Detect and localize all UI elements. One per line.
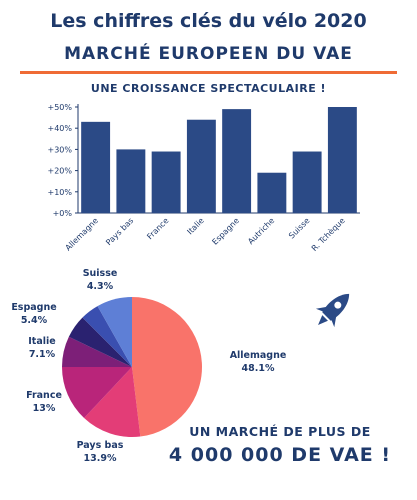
page-title: Les chiffres clés du vélo 2020 <box>50 10 367 32</box>
x-tick-label: Espagne <box>210 216 241 247</box>
pie-value-label: 48.1% <box>242 363 275 374</box>
pie-label: Suisse <box>83 268 118 279</box>
market-line-2: 4 000 000 DE VAE ! <box>168 444 392 466</box>
pie-value-label: 7.1% <box>29 349 56 360</box>
pie-slice-france <box>62 367 132 419</box>
pie-label: Italie <box>28 336 55 347</box>
bar-autriche <box>257 172 287 213</box>
pie-value-label: 13.9% <box>84 453 117 464</box>
pie-value-label: 13% <box>33 403 56 414</box>
bar-suisse <box>292 151 322 213</box>
x-tick-label: R. Tchèque <box>309 215 347 253</box>
y-tick-label: +40% <box>48 124 73 133</box>
bar-chart: +0% +10% +20% +30% +40% +50% Allemagne Pays bas… <box>48 103 360 253</box>
bar-pays-bas <box>116 149 146 213</box>
pie-value-label: 4.3% <box>87 281 114 292</box>
pie-label: Espagne <box>11 302 56 313</box>
y-tick-label: +0% <box>53 209 73 218</box>
pie-slice-italie <box>62 336 132 367</box>
bar-italie <box>186 119 216 213</box>
pie-label: Pays bas <box>77 440 124 451</box>
y-tick-label: +10% <box>48 188 73 197</box>
pie-slice-allemagne <box>132 297 203 437</box>
page-subtitle: MARCHÉ EUROPEEN DU VAE <box>64 44 353 64</box>
pie-label: Allemagne <box>230 350 287 361</box>
pie-chart: Allemagne 48.1% Pays bas 13.9% France 13% Ital… <box>11 268 286 464</box>
orange-divider <box>20 71 397 74</box>
bar-france <box>151 151 181 213</box>
bar-allemagne <box>81 121 111 213</box>
x-tick-label: France <box>145 216 170 241</box>
pie-slice-pays-bas <box>84 367 141 438</box>
x-tick-label: Allemagne <box>64 216 101 253</box>
x-tick-label: Autriche <box>246 216 276 246</box>
market-line-1: UN MARCHÉ DE PLUS DE <box>189 424 371 439</box>
bar-espagne <box>222 109 252 213</box>
y-tick-label: +20% <box>48 167 73 176</box>
pie-slice-suisse <box>82 306 132 367</box>
x-tick-label: Italie <box>185 216 205 236</box>
rocket-icon <box>315 293 350 328</box>
x-tick-label: Suisse <box>287 216 312 241</box>
pie-value-label: 5.4% <box>21 315 48 326</box>
y-tick-label: +50% <box>48 103 73 112</box>
pie-slice-espagne <box>68 317 132 367</box>
pie-label: France <box>26 390 62 401</box>
x-tick-label: Pays bas <box>104 216 135 247</box>
pie-slice-other <box>97 297 132 367</box>
bar-chart-title: UNE CROISSANCE SPECTACULAIRE ! <box>90 82 327 95</box>
y-tick-label: +30% <box>48 145 73 154</box>
bar-r-tch-que <box>327 107 357 213</box>
